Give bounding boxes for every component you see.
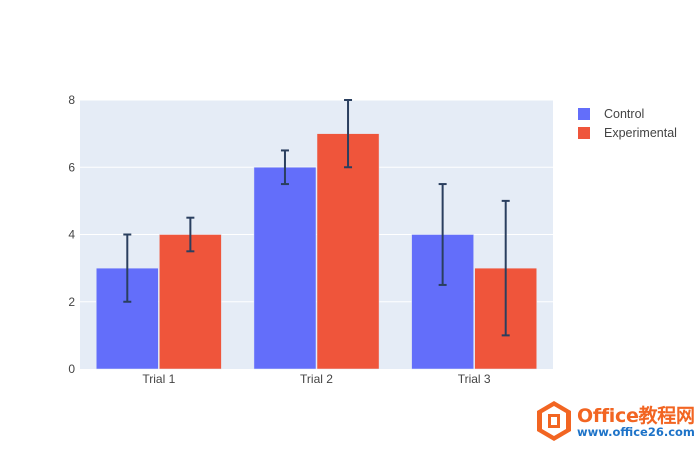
x-tick-label: Trial 3	[458, 372, 491, 386]
legend-label: Experimental	[604, 126, 677, 140]
x-axis-ticks: Trial 1 Trial 2 Trial 3	[142, 372, 491, 386]
watermark-url: www.office26.com	[577, 425, 695, 439]
legend-swatch	[578, 108, 590, 120]
watermark: Office教程网 www.office26.com	[533, 398, 698, 446]
error-bar	[186, 216, 195, 253]
gridlines	[80, 99, 553, 303]
x-tick-label: Trial 1	[142, 372, 175, 386]
error-bar	[123, 233, 132, 303]
y-tick-label: 6	[68, 160, 75, 174]
bar-experimental-2	[316, 133, 380, 370]
error-bar	[344, 99, 353, 169]
legend-item-control[interactable]: Control	[578, 107, 644, 121]
x-tick-label: Trial 2	[300, 372, 333, 386]
error-bar	[501, 199, 510, 337]
error-bars	[123, 99, 510, 337]
legend[interactable]: Control Experimental	[578, 107, 677, 140]
y-tick-label: 0	[68, 362, 75, 376]
legend-swatch	[578, 127, 590, 139]
error-bar	[280, 149, 289, 186]
bar-control-2	[253, 167, 317, 370]
error-bar	[438, 183, 447, 286]
legend-label: Control	[604, 107, 644, 121]
legend-item-experimental[interactable]: Experimental	[578, 126, 677, 140]
office-logo-icon	[537, 401, 571, 441]
y-tick-label: 4	[68, 228, 75, 242]
y-tick-label: 2	[68, 295, 75, 309]
watermark-title: Office教程网	[577, 405, 695, 427]
y-tick-label: 8	[68, 93, 75, 107]
bars	[96, 133, 537, 370]
y-axis-ticks: 0 2 4 6 8	[68, 93, 75, 376]
bar-experimental-1	[159, 234, 222, 370]
